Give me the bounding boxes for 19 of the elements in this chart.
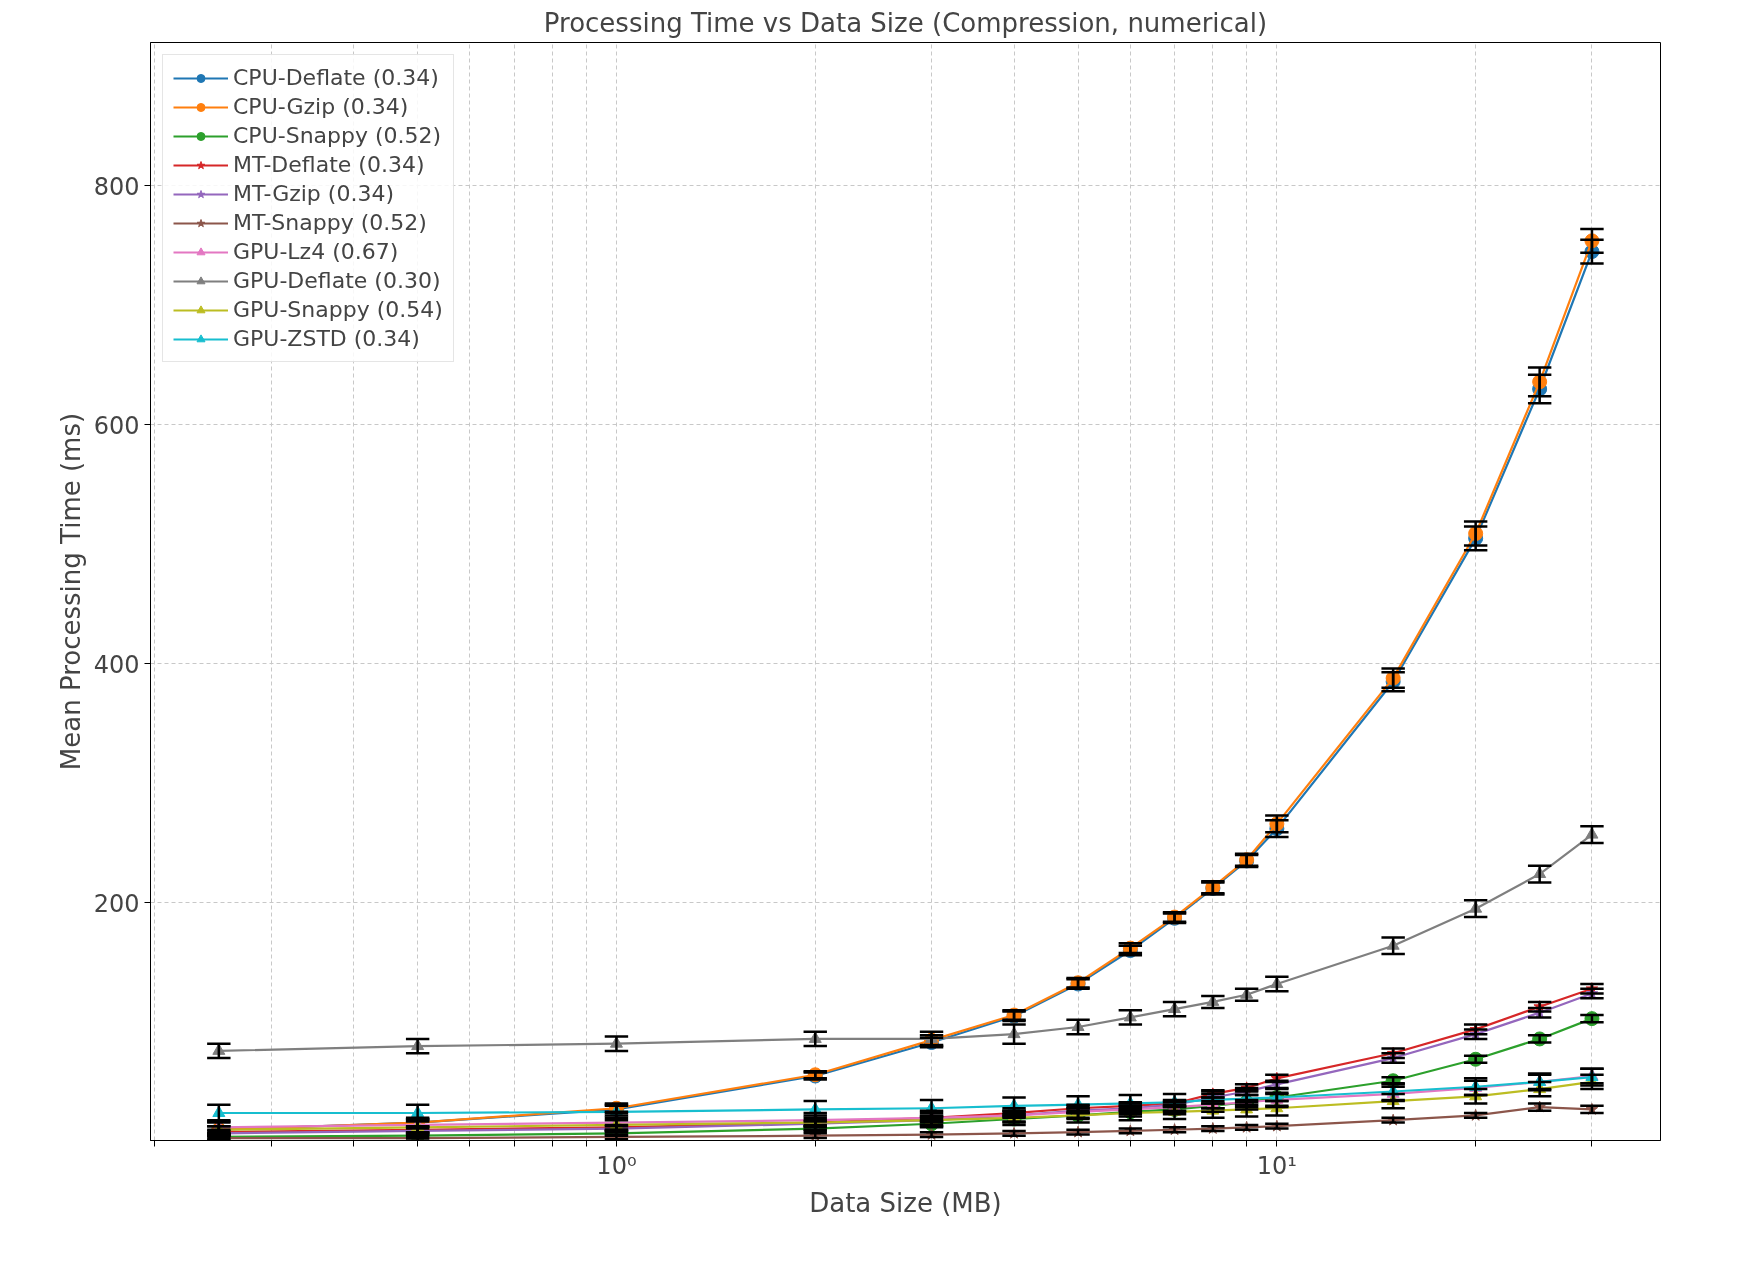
y-axis-title: Mean Processing Time (ms) — [55, 412, 86, 771]
legend-label: MT-Snappy (0.52) — [233, 210, 427, 235]
legend-label: GPU-Lz4 (0.67) — [233, 239, 399, 264]
y-tick-label: 800 — [93, 172, 140, 201]
x-tick-label: 10¹ — [1256, 1151, 1297, 1180]
legend-label: CPU-Snappy (0.52) — [233, 123, 442, 148]
legend-label: GPU-Snappy (0.54) — [233, 297, 443, 322]
chart-title: Processing Time vs Data Size (Compression, numerical) — [543, 7, 1268, 38]
y-tick-label: 400 — [93, 650, 140, 679]
y-tick-label: 600 — [93, 411, 140, 440]
legend-label: CPU-Deflate (0.34) — [233, 65, 439, 90]
x-tick-label: 10⁰ — [596, 1151, 637, 1180]
legend-label: GPU-ZSTD (0.34) — [233, 326, 420, 351]
legend-label: CPU-Gzip (0.34) — [233, 94, 409, 119]
legend-label: MT-Deflate (0.34) — [233, 152, 425, 177]
y-tick-label: 200 — [93, 889, 140, 918]
x-axis-title: Data Size (MB) — [809, 1187, 1002, 1218]
legend-label: MT-Gzip (0.34) — [233, 181, 394, 206]
legend-label: GPU-Deflate (0.30) — [233, 268, 441, 293]
